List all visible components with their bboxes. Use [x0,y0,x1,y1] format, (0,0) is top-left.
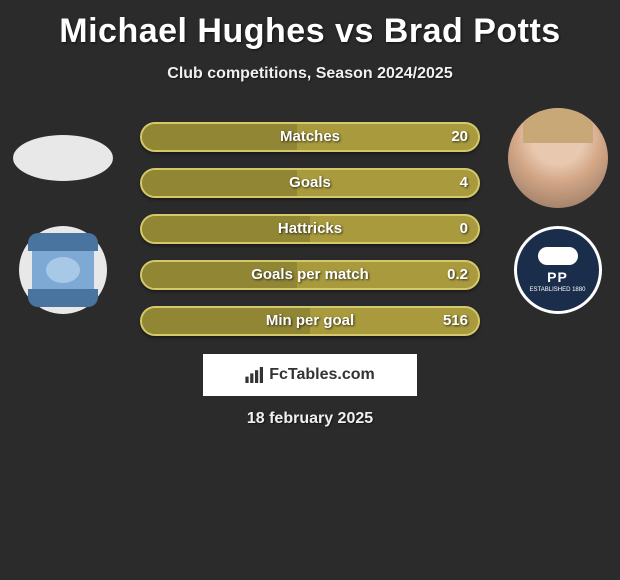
stat-bar: Min per goal 516 [140,306,480,336]
avatar-placeholder-icon [13,135,113,181]
stat-bar: Goals 4 [140,168,480,198]
crest-lamb-icon [538,247,578,265]
avatar-photo-icon [508,108,608,208]
watermark-text: FcTables.com [269,366,375,384]
club-crest-right: PP ESTABLISHED 1880 [514,226,602,314]
stat-bar: Matches 20 [140,122,480,152]
stat-label: Hattricks [278,220,342,237]
date-label: 18 february 2025 [0,410,620,428]
subtitle: Club competitions, Season 2024/2025 [0,65,620,83]
stat-label: Min per goal [266,312,354,329]
stat-bar-fill-left [142,124,297,150]
player-photo-right [508,108,608,208]
stat-label: Matches [280,128,340,145]
stat-bar-fill-left [142,170,297,196]
stat-bar: Goals per match 0.2 [140,260,480,290]
stat-value-right: 0 [460,220,468,237]
stat-label: Goals [289,174,331,191]
stat-bar: Hattricks 0 [140,214,480,244]
left-player-column [10,108,115,314]
stat-value-right: 20 [451,128,468,145]
stat-value-right: 4 [460,174,468,191]
right-player-column: PP ESTABLISHED 1880 [505,108,610,314]
watermark: FcTables.com [203,354,417,396]
club-crest-left [19,226,107,314]
page-title: Michael Hughes vs Brad Potts [0,0,620,51]
player-photo-left [13,108,113,208]
crest-icon [32,239,94,301]
crest-initials: PP [547,269,568,285]
crest-established: ESTABLISHED 1880 [530,287,586,293]
stats-bars: Matches 20 Goals 4 Hattricks 0 Goals per match… [140,122,480,352]
stat-value-right: 0.2 [447,266,468,283]
stat-label: Goals per match [251,266,369,283]
stat-value-right: 516 [443,312,468,329]
bars-chart-icon [245,367,265,383]
